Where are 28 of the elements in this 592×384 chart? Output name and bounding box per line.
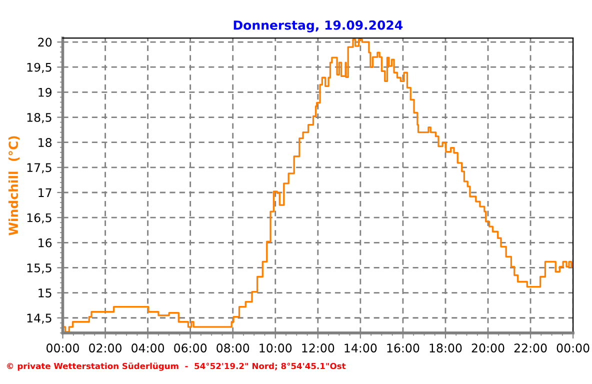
x-tick-label: 16:00 — [387, 344, 420, 352]
x-tick-label: 08:00 — [216, 344, 250, 352]
x-tick-label: 12:00 — [302, 344, 334, 352]
y-tick-label: 16 — [38, 238, 52, 248]
y-tick-label: 18,5 — [27, 112, 52, 124]
x-tick-label: 22:00 — [514, 344, 547, 352]
x-tick-label: 14:00 — [344, 344, 377, 352]
x-tick-label: 02:00 — [89, 344, 122, 352]
x-tick-label: 18:00 — [430, 344, 462, 352]
x-tick-label: 20:00 — [472, 344, 504, 352]
y-tick-label: 14,5 — [27, 314, 52, 324]
y-axis-title: Windchill (°C) — [8, 136, 20, 236]
text: © private Wetterstation Süderlügum - 54°52'19.2" Nord; 8°54'45.1"Ost — [7, 362, 346, 371]
y-tick-label: 17,5 — [27, 163, 52, 174]
x-tick-label: 00:00 — [556, 344, 590, 352]
y-tick-label: 16,5 — [27, 213, 52, 224]
y-tick-label: 19,5 — [27, 62, 52, 73]
chart-title: Donnerstag, 19.09.2024 — [234, 20, 403, 32]
y-tick-label: 15,5 — [27, 264, 52, 274]
x-tick-label: 06:00 — [174, 344, 207, 352]
y-tick-label: 17 — [38, 188, 52, 197]
x-tick-label: 10:00 — [260, 344, 292, 352]
x-tick-label: 00:00 — [46, 344, 79, 352]
y-tick-label: 19 — [38, 88, 52, 97]
x-tick-label: 04:00 — [132, 344, 164, 352]
y-tick-label: 15 — [38, 288, 52, 298]
y-tick-label: 20 — [38, 38, 52, 47]
y-tick-label: 18 — [38, 138, 52, 147]
